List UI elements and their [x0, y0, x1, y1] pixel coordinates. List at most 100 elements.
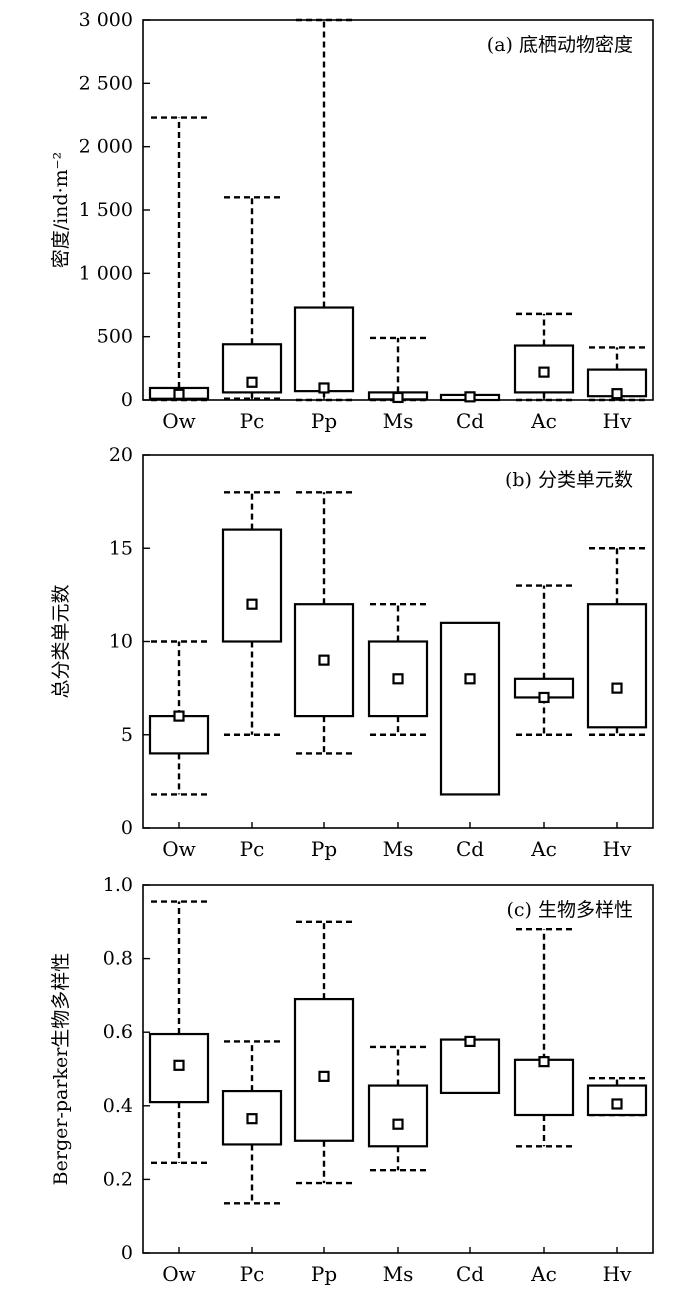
box-Hv — [586, 1076, 648, 1117]
box-Pp — [293, 920, 355, 1185]
category-label: Ms — [383, 1262, 414, 1286]
box-Cd — [439, 391, 501, 403]
mean-marker — [538, 691, 550, 704]
mean-marker — [464, 1035, 476, 1048]
mean-marker — [173, 1059, 185, 1071]
box-Hv — [586, 547, 648, 736]
mean-marker — [173, 710, 185, 722]
y-tick-label: 5 — [121, 724, 133, 746]
box-rect — [293, 997, 355, 1142]
y-axis-title: Berger-parker生物多样性 — [50, 953, 72, 1186]
mean-marker — [318, 1070, 330, 1082]
panel-title: (c) 生物多样性 — [506, 899, 633, 921]
y-tick-label: 3 000 — [79, 9, 133, 31]
y-tick-label: 1.0 — [103, 874, 133, 896]
box-Ow — [148, 116, 210, 402]
category-label: Pc — [240, 409, 265, 433]
box-rect — [367, 1084, 429, 1148]
mean-marker — [611, 1098, 623, 1110]
category-label: Ac — [530, 837, 557, 861]
category-label: Pp — [311, 409, 337, 433]
mean-marker — [538, 366, 550, 378]
panel-0: 0 500 1 000 1 500 2 000 2 500 3 000 Ow Pc Pp Ms Cd A… — [50, 9, 654, 433]
y-tick-label: 2 000 — [79, 136, 133, 158]
category-label: Ow — [162, 837, 196, 861]
box-Ac — [513, 927, 575, 1148]
box-rect — [586, 603, 648, 729]
box-Ms — [367, 603, 429, 736]
box-rect — [439, 1038, 501, 1095]
mean-marker — [611, 388, 623, 400]
y-tick-label: 20 — [109, 444, 133, 466]
plot-frame — [142, 884, 654, 1254]
category-label: Hv — [603, 1262, 632, 1286]
box-rect — [513, 1058, 575, 1117]
category-label: Ow — [162, 1262, 196, 1286]
y-tick-label: 0.4 — [103, 1095, 133, 1117]
mean-marker — [318, 654, 330, 666]
y-tick-label: 1 000 — [79, 262, 133, 284]
category-label: Pp — [311, 837, 337, 861]
y-tick-label: 0.2 — [103, 1168, 133, 1190]
box-Ac — [513, 584, 575, 736]
panel-2: 0 0.2 0.4 0.6 0.8 1.0 Ow Pc Pp Ms Cd Ac Hv (c) 生物多样性 B… — [50, 874, 654, 1286]
y-axis-title: 密度/ind·m⁻² — [50, 152, 72, 269]
y-tick-label: 0 — [121, 817, 133, 839]
box-Pc — [221, 1040, 283, 1205]
y-tick-label: 10 — [109, 631, 133, 653]
mean-marker — [611, 682, 623, 694]
category-label: Ms — [383, 409, 414, 433]
category-label: Hv — [603, 409, 632, 433]
y-tick-label: 0.8 — [103, 948, 133, 970]
mean-marker — [538, 1056, 550, 1068]
mean-marker — [464, 391, 476, 403]
box-rect — [221, 528, 283, 643]
mean-marker — [318, 382, 330, 394]
mean-marker — [392, 1118, 404, 1130]
y-axis-title: 总分类单元数 — [50, 584, 72, 698]
category-label: Cd — [456, 837, 484, 861]
category-label: Hv — [603, 837, 632, 861]
box-Cd — [439, 1035, 501, 1095]
mean-marker — [246, 376, 258, 388]
box-rect — [221, 1089, 283, 1146]
box-rect — [293, 306, 355, 393]
category-label: Pc — [240, 837, 265, 861]
panel-title: (b) 分类单元数 — [505, 469, 633, 491]
category-label: Pc — [240, 1262, 265, 1286]
box-Ms — [367, 1045, 429, 1172]
y-tick-label: 15 — [109, 537, 133, 559]
category-label: Cd — [456, 409, 484, 433]
mean-marker — [173, 388, 185, 400]
y-tick-label: 0 — [121, 389, 133, 411]
mean-marker — [464, 673, 476, 685]
plot-frame — [142, 19, 654, 401]
box-Ms — [367, 336, 429, 404]
y-tick-label: 1 500 — [79, 199, 133, 221]
box-Pp — [293, 491, 355, 755]
box-Hv — [586, 346, 648, 402]
y-tick-label: 0 — [121, 1242, 133, 1264]
mean-marker — [392, 391, 404, 404]
box-Pc — [221, 491, 283, 736]
category-label: Ms — [383, 837, 414, 861]
category-label: Ac — [530, 409, 557, 433]
box-Ow — [148, 640, 210, 796]
category-label: Pp — [311, 1262, 337, 1286]
panel-title: (a) 底栖动物密度 — [487, 34, 633, 56]
box-Cd — [439, 621, 501, 796]
category-label: Cd — [456, 1262, 484, 1286]
category-label: Ow — [162, 409, 196, 433]
box-Ac — [513, 312, 575, 402]
box-Ow — [148, 900, 210, 1165]
box-Pc — [221, 196, 283, 400]
mean-marker — [246, 598, 258, 610]
y-tick-label: 500 — [97, 326, 133, 348]
y-tick-label: 2 500 — [79, 72, 133, 94]
mean-marker — [246, 1113, 258, 1125]
mean-marker — [392, 673, 404, 685]
box-Pp — [293, 18, 355, 402]
box-rect — [439, 621, 501, 796]
